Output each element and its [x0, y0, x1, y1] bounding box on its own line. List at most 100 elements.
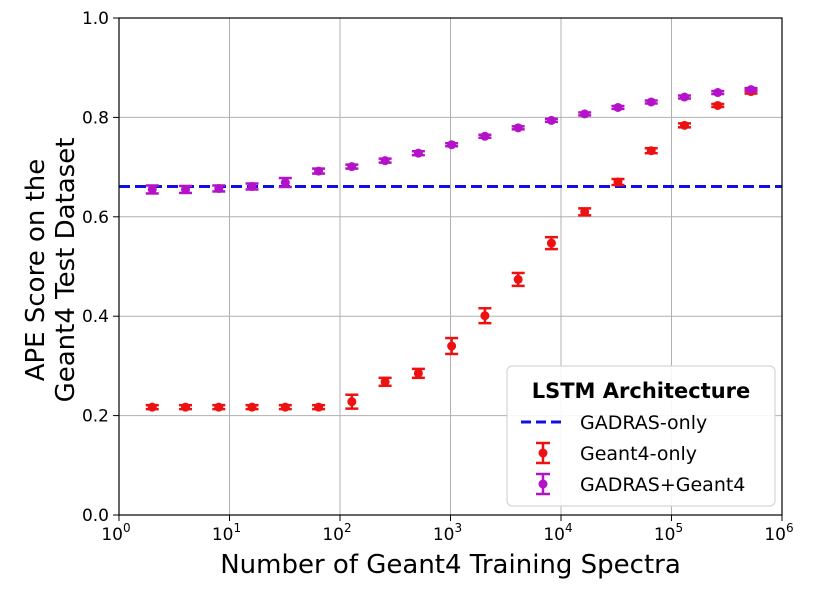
data-point	[345, 162, 359, 172]
point-marker	[513, 123, 523, 133]
point-marker	[646, 97, 656, 107]
point-marker	[214, 183, 224, 193]
x-axis-title: Number of Geant4 Training Spectra	[220, 550, 681, 580]
axis-ticks: 100 101 102 103 104 105 106 0.0 0.2 0.4 0.6 0.8 1.0	[82, 9, 794, 545]
point-marker	[580, 109, 590, 119]
point-marker	[746, 85, 756, 95]
legend-label-gadras-only: GADRAS-only	[580, 412, 707, 434]
point-marker	[347, 397, 357, 407]
data-point	[578, 109, 592, 119]
data-point	[245, 181, 259, 191]
point-marker	[413, 368, 423, 378]
data-point	[611, 177, 625, 187]
data-point	[278, 176, 292, 189]
data-point	[544, 235, 558, 251]
point-marker	[580, 207, 590, 217]
data-point	[245, 402, 259, 412]
legend-box	[506, 365, 776, 507]
x-tick-label: 104	[543, 521, 572, 545]
x-tick-label: 102	[322, 521, 351, 545]
data-point	[445, 336, 459, 356]
data-point	[179, 184, 193, 195]
data-point	[411, 367, 425, 380]
data-point	[644, 146, 658, 156]
data-point	[511, 123, 525, 133]
data-point	[145, 402, 159, 412]
point-marker	[181, 402, 191, 412]
series-geant4-only	[145, 87, 758, 412]
data-point	[711, 88, 725, 98]
data-point	[179, 402, 193, 412]
data-point	[212, 183, 226, 193]
point-marker	[380, 377, 390, 387]
data-point	[544, 115, 558, 125]
x-tick-label: 105	[654, 521, 683, 545]
y-tick-label: 0.2	[82, 407, 109, 427]
legend-label-gadras-geant4: GADRAS+Geant4	[580, 474, 745, 496]
data-point	[578, 207, 592, 217]
x-tick-label: 100	[101, 521, 130, 545]
data-point	[278, 402, 292, 412]
legend-marker-geant4-only	[536, 441, 550, 465]
data-point	[478, 306, 492, 325]
data-point	[644, 97, 658, 107]
point-marker	[247, 181, 257, 191]
point-marker	[480, 311, 490, 321]
data-point	[744, 85, 758, 95]
point-marker	[679, 120, 689, 130]
point-marker	[480, 131, 490, 141]
series-layer	[145, 85, 758, 412]
data-point	[345, 393, 359, 410]
point-marker	[513, 274, 523, 284]
point-marker	[347, 162, 357, 172]
x-tick-label: 101	[212, 521, 241, 545]
y-tick-label: 0.4	[82, 307, 109, 327]
x-tick-label: 103	[433, 521, 462, 545]
point-marker	[147, 184, 157, 194]
point-marker	[380, 156, 390, 166]
data-point	[611, 102, 625, 112]
y-axis-title-line-2: Geant4 Test Dataset	[51, 138, 81, 403]
data-point	[212, 402, 226, 412]
legend-title: LSTM Architecture	[532, 379, 751, 403]
data-point	[378, 376, 392, 388]
point-marker	[280, 178, 290, 188]
point-marker	[147, 402, 157, 412]
point-marker	[314, 402, 324, 412]
point-marker	[314, 166, 324, 176]
data-point	[445, 140, 459, 150]
point-marker	[546, 115, 556, 125]
data-point	[677, 120, 691, 130]
data-point	[145, 184, 159, 195]
point-marker	[679, 92, 689, 102]
y-tick-label: 0.6	[82, 208, 109, 228]
legend-marker-gadras-geant4	[536, 472, 550, 496]
point-marker	[613, 102, 623, 112]
data-point	[478, 131, 492, 141]
legend: LSTM Architecture GADRAS-only Geant4-onl…	[506, 365, 776, 507]
data-point	[312, 166, 326, 176]
data-point	[378, 156, 392, 166]
data-point	[677, 92, 691, 102]
point-marker	[181, 184, 191, 194]
point-marker	[247, 402, 257, 412]
point-marker	[613, 177, 623, 187]
legend-label-geant4-only: Geant4-only	[580, 443, 697, 465]
data-point	[411, 148, 425, 158]
x-tick-label: 106	[764, 521, 793, 545]
point-marker	[713, 100, 723, 110]
y-tick-label: 0.0	[82, 506, 109, 526]
point-marker	[447, 341, 457, 351]
point-marker	[646, 146, 656, 156]
data-point	[511, 271, 525, 288]
point-marker	[447, 140, 457, 150]
y-axis-title-line-1: APE Score on the	[21, 159, 51, 382]
point-marker	[214, 402, 224, 412]
point-marker	[546, 238, 556, 248]
point-marker	[280, 402, 290, 412]
y-tick-label: 0.8	[82, 108, 109, 128]
data-point	[711, 100, 725, 110]
point-marker	[413, 148, 423, 158]
y-axis-title: APE Score on the Geant4 Test Dataset	[21, 138, 81, 403]
